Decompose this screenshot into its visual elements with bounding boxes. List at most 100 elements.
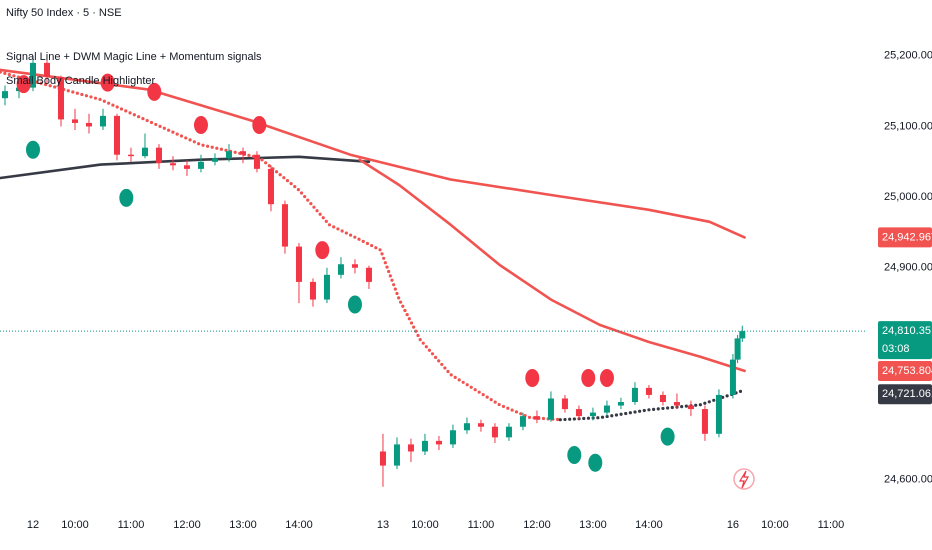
- candle-body: [547, 398, 554, 420]
- candle-body: [113, 115, 120, 155]
- candle-body: [739, 331, 746, 339]
- x-tick-label: 12: [27, 519, 39, 531]
- price-tag-label: 24,810.35: [882, 325, 931, 337]
- price-tag-label: 24,942.9671: [882, 231, 932, 243]
- price-tag-label: 24,753.8047: [882, 365, 932, 377]
- candle-body: [1, 91, 8, 99]
- x-tick-label: 11:00: [468, 519, 495, 531]
- momentum-signal: [599, 368, 614, 387]
- x-tick-label: 13: [377, 519, 389, 531]
- indicator-label: Small Body Candle Highlighter: [6, 75, 156, 87]
- candle-body: [477, 423, 484, 427]
- candle-body: [99, 115, 106, 127]
- candle-body: [575, 409, 582, 417]
- overlay: 25,200.00 25,100.00 25,000.00 24,900.00 24,6…: [27, 50, 932, 531]
- x-tick-label: 11:00: [118, 519, 145, 531]
- candle-body: [687, 405, 694, 410]
- momentum-signal: [25, 140, 40, 159]
- x-tick-label: 12:00: [523, 519, 551, 531]
- indicator-label: Signal Line + DWM Magic Line + Momentum …: [6, 51, 262, 63]
- x-tick-label: 13:00: [229, 519, 257, 531]
- candle-body: [421, 440, 428, 452]
- x-tick-label: 14:00: [635, 519, 663, 531]
- x-tick-label: 10:00: [61, 519, 89, 531]
- candle-body: [435, 440, 442, 445]
- signal-line: [558, 388, 747, 422]
- candle-body: [734, 338, 741, 360]
- candle-body: [701, 409, 708, 434]
- candle-body: [309, 281, 316, 300]
- price-tag: [878, 227, 932, 248]
- candle-body: [197, 161, 204, 169]
- momentum-signal: [100, 73, 115, 92]
- candle-body: [71, 119, 78, 123]
- candle-body: [127, 154, 134, 157]
- x-tick-label: 14:00: [285, 519, 313, 531]
- moving-average: [0, 68, 746, 239]
- price-tag: [878, 321, 932, 360]
- candle-body: [267, 168, 274, 205]
- candle-body: [561, 398, 568, 410]
- candle-body: [393, 444, 400, 466]
- candle-body: [155, 147, 162, 164]
- countdown: 03:08: [882, 343, 910, 355]
- candle-body: [211, 158, 218, 162]
- momentum-signal: [347, 295, 362, 314]
- candle-body: [169, 163, 176, 166]
- x-tick-label: 13:00: [579, 519, 607, 531]
- alert-icon[interactable]: [733, 468, 755, 490]
- candle-body: [729, 359, 736, 395]
- candle-body: [351, 264, 358, 268]
- candle-body: [631, 387, 638, 403]
- momentum-signal: [588, 453, 603, 472]
- price-tag: [878, 384, 932, 405]
- x-tick-label: 11:00: [818, 519, 845, 531]
- candle-body: [85, 122, 92, 127]
- candle-body: [365, 267, 372, 282]
- price-tag-label: 24,721.0613: [882, 388, 932, 400]
- candle-body: [519, 416, 526, 427]
- momentum-signal: [581, 368, 596, 387]
- candle-body: [141, 147, 148, 157]
- y-tick-label: 24,600.00: [884, 474, 932, 486]
- candle-body: [253, 154, 260, 169]
- candle-body: [57, 77, 64, 120]
- candle-body: [617, 402, 624, 406]
- candle-body: [281, 204, 288, 247]
- price-tag: [878, 361, 932, 382]
- candle-body: [463, 423, 470, 431]
- momentum-signal: [16, 75, 31, 94]
- candle-body: [183, 165, 190, 169]
- candle-body: [337, 264, 344, 275]
- momentum-signal: [660, 427, 675, 446]
- momentum-signal: [567, 446, 582, 464]
- candle-body: [407, 444, 414, 452]
- momentum-signal: [252, 116, 267, 135]
- signal-line: [0, 70, 562, 422]
- momentum-signal: [525, 368, 540, 387]
- candle-body: [505, 426, 512, 438]
- x-tick-label: 10:00: [411, 519, 439, 531]
- candle-body: [659, 394, 666, 403]
- candle-body: [645, 387, 652, 395]
- momentum-signal: [147, 82, 162, 101]
- y-tick-label: 24,900.00: [884, 262, 932, 274]
- candle-body: [323, 274, 330, 300]
- y-tick-label: 25,200.00: [884, 50, 932, 62]
- momentum-signal: [119, 188, 134, 207]
- y-tick-label: 25,000.00: [884, 191, 932, 203]
- candle-body: [29, 62, 36, 88]
- candle-body: [295, 246, 302, 282]
- candle-body: [449, 430, 456, 445]
- x-tick-label: 16: [727, 519, 739, 531]
- candle-body: [225, 151, 232, 159]
- momentum-signal: [315, 241, 330, 260]
- candle-body: [379, 451, 386, 466]
- candle-body: [603, 405, 610, 413]
- moving-average: [358, 158, 746, 373]
- candle-body: [43, 62, 50, 78]
- chart-title: Nifty 50 Index · 5 · NSE: [6, 7, 122, 19]
- candle-body: [715, 394, 722, 434]
- x-tick-label: 12:00: [173, 519, 201, 531]
